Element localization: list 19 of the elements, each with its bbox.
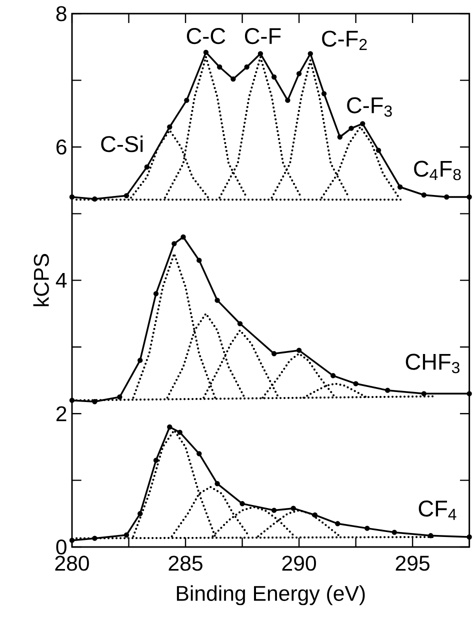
annotation: C-F$_{2}$ [322, 30, 367, 50]
y-tick-label: 6 [56, 139, 66, 155]
annotation: CF$_{4}$ [418, 500, 456, 520]
annotation: C$_{4}$F$_{8}$ [414, 160, 461, 180]
annotation: CHF$_{3}$ [406, 354, 460, 374]
x-tick-label: 295 [396, 556, 430, 571]
y-axis-title: kCPS [33, 254, 49, 306]
x-tick-label: 290 [282, 556, 316, 571]
y-tick-label: 2 [56, 406, 66, 422]
annotation: C-F [244, 28, 281, 44]
annotation: C-Si [101, 135, 143, 152]
y-tick-label: 8 [56, 6, 66, 22]
x-tick-label: 285 [168, 556, 202, 571]
annotation: C-F$_{3}$ [347, 97, 392, 117]
x-axis-title: Binding Energy (eV) [176, 585, 365, 606]
x-tick-label: 280 [55, 556, 89, 571]
y-tick-label: 0 [56, 539, 66, 555]
y-tick-label: 4 [56, 272, 67, 288]
annotation: C-C [186, 28, 226, 44]
